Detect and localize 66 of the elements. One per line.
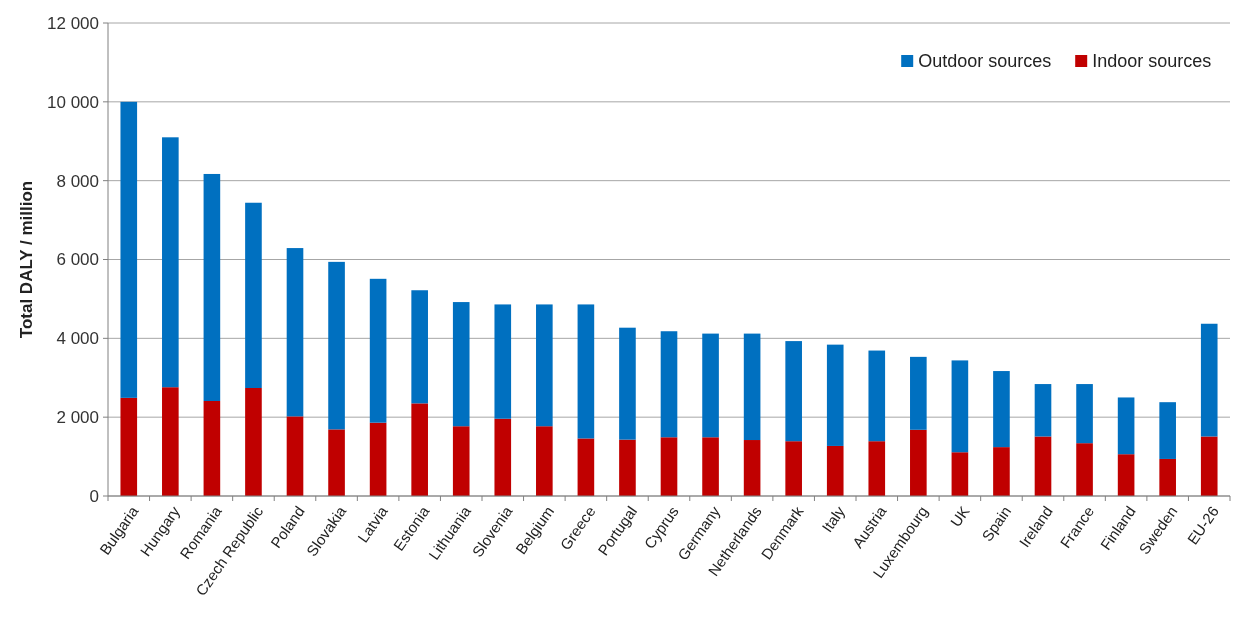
bar	[162, 137, 179, 388]
bar	[910, 429, 927, 496]
bar	[203, 173, 221, 402]
legend-label: Indoor sources	[1092, 51, 1212, 72]
bar	[536, 304, 553, 427]
bar	[1076, 443, 1093, 496]
bar	[162, 387, 179, 496]
bar	[660, 437, 678, 496]
bar	[785, 341, 802, 442]
bar	[826, 445, 844, 496]
bar	[702, 437, 719, 496]
y-tick-label: 8 000	[56, 171, 99, 191]
bar	[619, 327, 636, 440]
bar	[369, 278, 387, 423]
bar	[868, 441, 886, 496]
bar	[951, 360, 969, 453]
bar	[910, 356, 927, 430]
bar	[286, 416, 304, 496]
y-tick-label: 6 000	[56, 250, 99, 270]
bar	[619, 439, 636, 496]
bar	[743, 440, 761, 496]
y-tick-label: 12 000	[47, 13, 99, 33]
bar	[286, 248, 304, 417]
bar	[328, 261, 345, 430]
bar	[120, 101, 138, 398]
bar	[1117, 454, 1135, 496]
bar	[452, 302, 470, 427]
bar	[826, 344, 844, 446]
bar	[494, 418, 512, 496]
bar	[993, 371, 1010, 448]
y-axis-title: Total DALY / million	[17, 180, 36, 339]
legend-label: Outdoor sources	[918, 51, 1052, 72]
bar	[120, 397, 138, 496]
bar	[660, 331, 678, 438]
bar	[1159, 402, 1176, 459]
bar	[1200, 436, 1218, 496]
y-tick-label: 10 000	[47, 92, 99, 112]
x-tick-label: UK	[946, 502, 973, 530]
bar	[203, 401, 221, 496]
bar	[452, 426, 470, 496]
bar	[1159, 458, 1176, 496]
bar	[411, 403, 428, 496]
bar	[577, 304, 595, 439]
bar	[868, 350, 886, 442]
bar	[1200, 323, 1218, 437]
bar	[951, 452, 969, 496]
bar	[245, 202, 262, 388]
bar	[785, 441, 802, 496]
bar	[1034, 436, 1052, 496]
bar	[1076, 384, 1093, 444]
bar	[536, 426, 553, 496]
bar	[743, 333, 761, 441]
bar	[494, 304, 512, 419]
bar	[411, 290, 428, 404]
bar	[1117, 397, 1135, 455]
y-tick-label: 4 000	[56, 329, 99, 349]
x-tick-label: Italy	[818, 502, 849, 536]
bar	[245, 388, 262, 496]
bar	[1034, 384, 1052, 437]
y-tick-label: 0	[89, 486, 99, 506]
y-tick-label: 2 000	[56, 408, 99, 428]
bar	[702, 333, 719, 438]
bar	[993, 447, 1010, 496]
bar	[577, 438, 595, 496]
bar	[369, 422, 387, 496]
bar	[328, 429, 345, 496]
